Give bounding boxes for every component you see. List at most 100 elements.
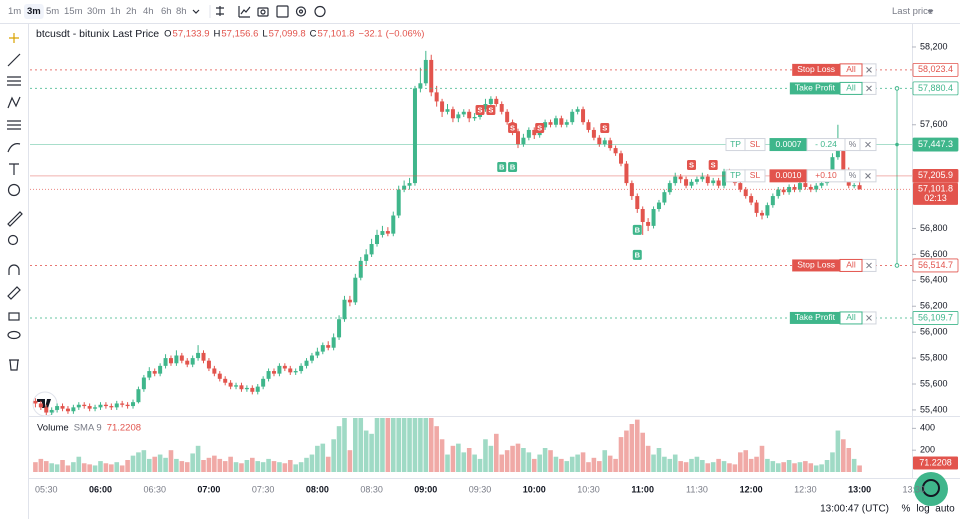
fib-tool[interactable] bbox=[7, 76, 21, 86]
x-tick-label: 10:30 bbox=[577, 484, 600, 494]
percent-toggle[interactable]: % bbox=[902, 504, 911, 515]
zoom-tool[interactable] bbox=[7, 234, 19, 246]
clock: 13:00:47 (UTC) bbox=[820, 504, 889, 515]
magnet-tool[interactable] bbox=[8, 264, 20, 275]
crosshair-tool[interactable] bbox=[9, 33, 19, 43]
legend-key: L bbox=[262, 29, 267, 40]
candle-body bbox=[109, 406, 114, 408]
candle-body bbox=[271, 371, 276, 374]
trade-marker bbox=[508, 123, 518, 133]
order-close-icon bbox=[866, 262, 872, 269]
lock-tool[interactable] bbox=[8, 312, 20, 321]
order-scope: All bbox=[846, 260, 856, 270]
delete-tool[interactable] bbox=[9, 359, 19, 371]
candle-body bbox=[488, 98, 493, 105]
volume-bar bbox=[526, 452, 532, 472]
interval-button[interactable]: 3m bbox=[27, 6, 41, 17]
fullscreen-button[interactable] bbox=[276, 5, 289, 18]
hide-tool[interactable] bbox=[7, 330, 21, 340]
trade-marker bbox=[497, 162, 507, 173]
interval-button[interactable]: 5m bbox=[46, 6, 59, 17]
stay-drawing-tool[interactable] bbox=[7, 286, 21, 300]
interval-button[interactable]: 4h bbox=[143, 6, 154, 17]
volume-bar bbox=[282, 463, 288, 472]
position-tp: TP bbox=[730, 170, 741, 180]
legend-value: 57,099.8 bbox=[269, 29, 306, 40]
screenshot-button[interactable] bbox=[257, 7, 269, 17]
chat-button[interactable] bbox=[914, 472, 948, 506]
volume-bar bbox=[309, 454, 315, 472]
settings-button[interactable] bbox=[295, 6, 307, 17]
position-sl-box[interactable] bbox=[744, 138, 766, 152]
price-source[interactable]: Last price bbox=[892, 6, 933, 17]
volume-bar bbox=[586, 462, 591, 472]
order-label[interactable]: All Stop Loss bbox=[792, 63, 877, 77]
volume-bar bbox=[792, 463, 797, 472]
candle-body bbox=[434, 92, 439, 102]
trade-marker-label: B bbox=[635, 225, 641, 234]
order-label[interactable]: All Take Profit bbox=[789, 81, 877, 95]
volume-bar bbox=[629, 424, 635, 472]
interval-button[interactable]: 15m bbox=[64, 6, 83, 17]
volume-bar bbox=[678, 461, 683, 472]
position-sl-box[interactable] bbox=[744, 169, 766, 183]
text-tool[interactable] bbox=[9, 163, 19, 175]
candle-body bbox=[673, 176, 678, 184]
volume-bar bbox=[76, 456, 82, 472]
order-label[interactable]: All Take Profit bbox=[789, 311, 877, 325]
brush-tool[interactable] bbox=[7, 143, 21, 153]
volume-bar bbox=[222, 461, 228, 472]
volume-bar bbox=[342, 418, 347, 472]
volume-bar bbox=[456, 443, 461, 472]
interval-dropdown[interactable] bbox=[192, 9, 200, 14]
candle-body bbox=[380, 231, 385, 235]
candle-body bbox=[125, 404, 130, 407]
volume-bar bbox=[168, 450, 174, 472]
position-label[interactable]: TP SL 0.0007 - 0.24% bbox=[725, 138, 877, 152]
interval-button[interactable]: 8h bbox=[176, 6, 187, 17]
candle-body bbox=[288, 368, 293, 373]
interval-button[interactable]: 6h bbox=[161, 6, 172, 17]
bracket-dot bbox=[895, 142, 899, 147]
emoji-tool[interactable] bbox=[7, 183, 21, 197]
log-toggle[interactable]: log bbox=[916, 504, 929, 515]
candle-body bbox=[651, 209, 656, 226]
x-tick-label: 11:30 bbox=[686, 484, 708, 494]
volume-bar bbox=[396, 418, 402, 472]
candle-body bbox=[743, 189, 748, 197]
candle-body bbox=[255, 386, 260, 392]
trade-marker-label: B bbox=[510, 163, 516, 172]
auto-toggle[interactable]: auto bbox=[935, 504, 955, 515]
indicators-button[interactable] bbox=[238, 6, 251, 18]
x-tick-label: 10:00 bbox=[523, 484, 546, 494]
order-type-box bbox=[789, 82, 840, 95]
interval-button[interactable]: 30m bbox=[87, 6, 106, 17]
position-close-icon bbox=[865, 141, 871, 148]
chart-type-button[interactable] bbox=[216, 6, 224, 16]
interval-button[interactable]: 1m bbox=[8, 6, 21, 17]
chat-circle[interactable] bbox=[914, 472, 948, 506]
position-label[interactable]: TP SL 0.0010 +0.10% bbox=[725, 169, 877, 183]
candle-body bbox=[591, 129, 596, 138]
candle-body bbox=[234, 385, 239, 387]
trendline-tool[interactable] bbox=[7, 53, 21, 67]
reset-button[interactable] bbox=[314, 5, 326, 18]
volume-bar bbox=[407, 418, 412, 472]
candle-body bbox=[754, 202, 759, 213]
candle-body bbox=[391, 215, 396, 234]
ruler-tool[interactable] bbox=[7, 211, 23, 227]
volume-tick-label: 200 bbox=[920, 445, 935, 455]
candle-body bbox=[662, 192, 667, 203]
order-price-label: 56,514.7 bbox=[918, 260, 953, 270]
interval-button[interactable]: 2h bbox=[126, 6, 137, 17]
volume-bar bbox=[759, 445, 765, 472]
projection-tool[interactable] bbox=[7, 120, 21, 130]
pattern-tool[interactable] bbox=[7, 96, 21, 109]
candle-body bbox=[228, 382, 233, 387]
order-price-bg bbox=[912, 62, 959, 77]
legend-change: −32.1 bbox=[359, 29, 383, 40]
interval-button[interactable]: 1h bbox=[110, 6, 121, 17]
volume-bar bbox=[477, 458, 483, 472]
volume-bar bbox=[260, 462, 266, 472]
order-label[interactable]: All Stop Loss bbox=[792, 258, 877, 272]
